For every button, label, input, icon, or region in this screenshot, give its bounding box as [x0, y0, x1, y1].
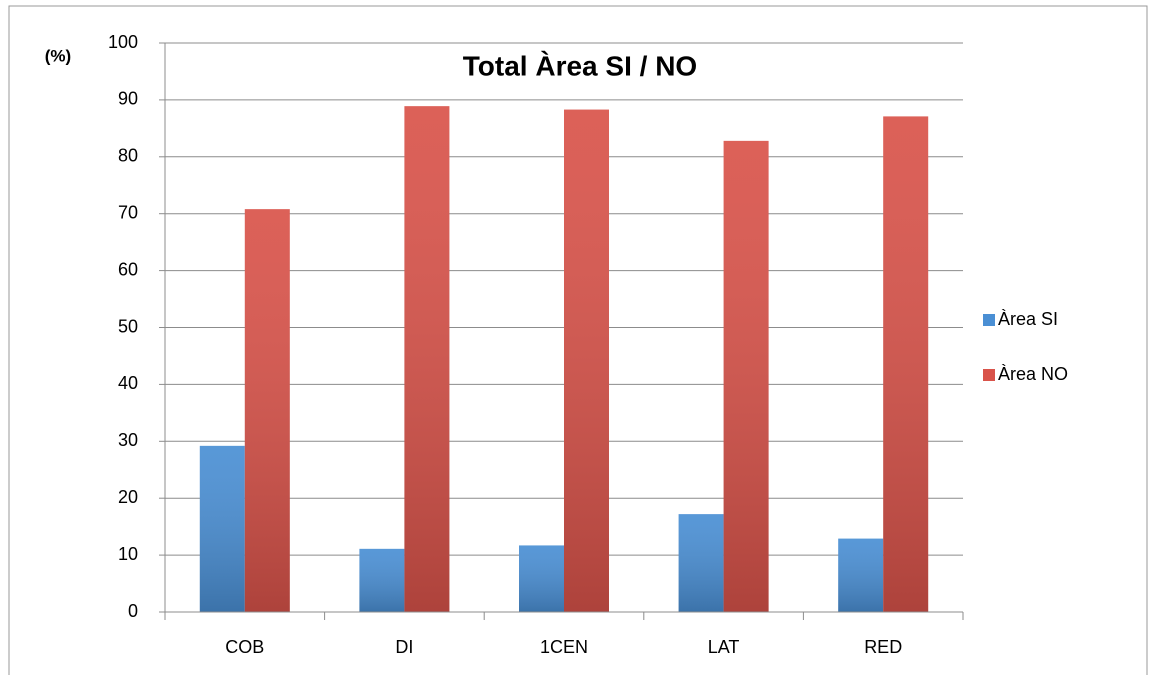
legend-swatch [983, 314, 995, 326]
y-tick-label: 100 [108, 32, 138, 52]
x-tick-label: DI [395, 637, 413, 657]
y-tick-label: 70 [118, 202, 138, 222]
bar [883, 116, 929, 612]
y-tick-label: 10 [118, 544, 138, 564]
y-axis-label: (%) [45, 46, 71, 65]
bar [359, 548, 405, 612]
y-tick-label: 80 [118, 146, 138, 166]
bar [199, 445, 245, 612]
y-tick-label: 20 [118, 487, 138, 507]
legend-label: Àrea SI [998, 309, 1058, 329]
y-tick-label: 40 [118, 373, 138, 393]
bar [838, 538, 884, 612]
bar [519, 545, 564, 612]
y-tick-label: 30 [118, 430, 138, 450]
frame [8, 5, 1148, 675]
y-tick-label: 50 [118, 316, 138, 336]
x-tick-label: LAT [708, 637, 740, 657]
chart-title: Total Àrea SI / NO [463, 50, 697, 81]
legend-swatch [983, 369, 995, 381]
bar [678, 514, 724, 612]
x-tick-label: RED [864, 637, 902, 657]
y-tick-label: 90 [118, 89, 138, 109]
bar [723, 140, 769, 613]
bar [404, 106, 450, 612]
y-tick-label: 0 [128, 601, 138, 621]
bar [244, 209, 290, 612]
x-tick-label: 1CEN [540, 637, 588, 657]
x-tick-label: COB [225, 637, 264, 657]
bar [564, 109, 609, 612]
y-tick-label: 60 [118, 259, 138, 279]
legend-label: Àrea NO [998, 364, 1068, 384]
